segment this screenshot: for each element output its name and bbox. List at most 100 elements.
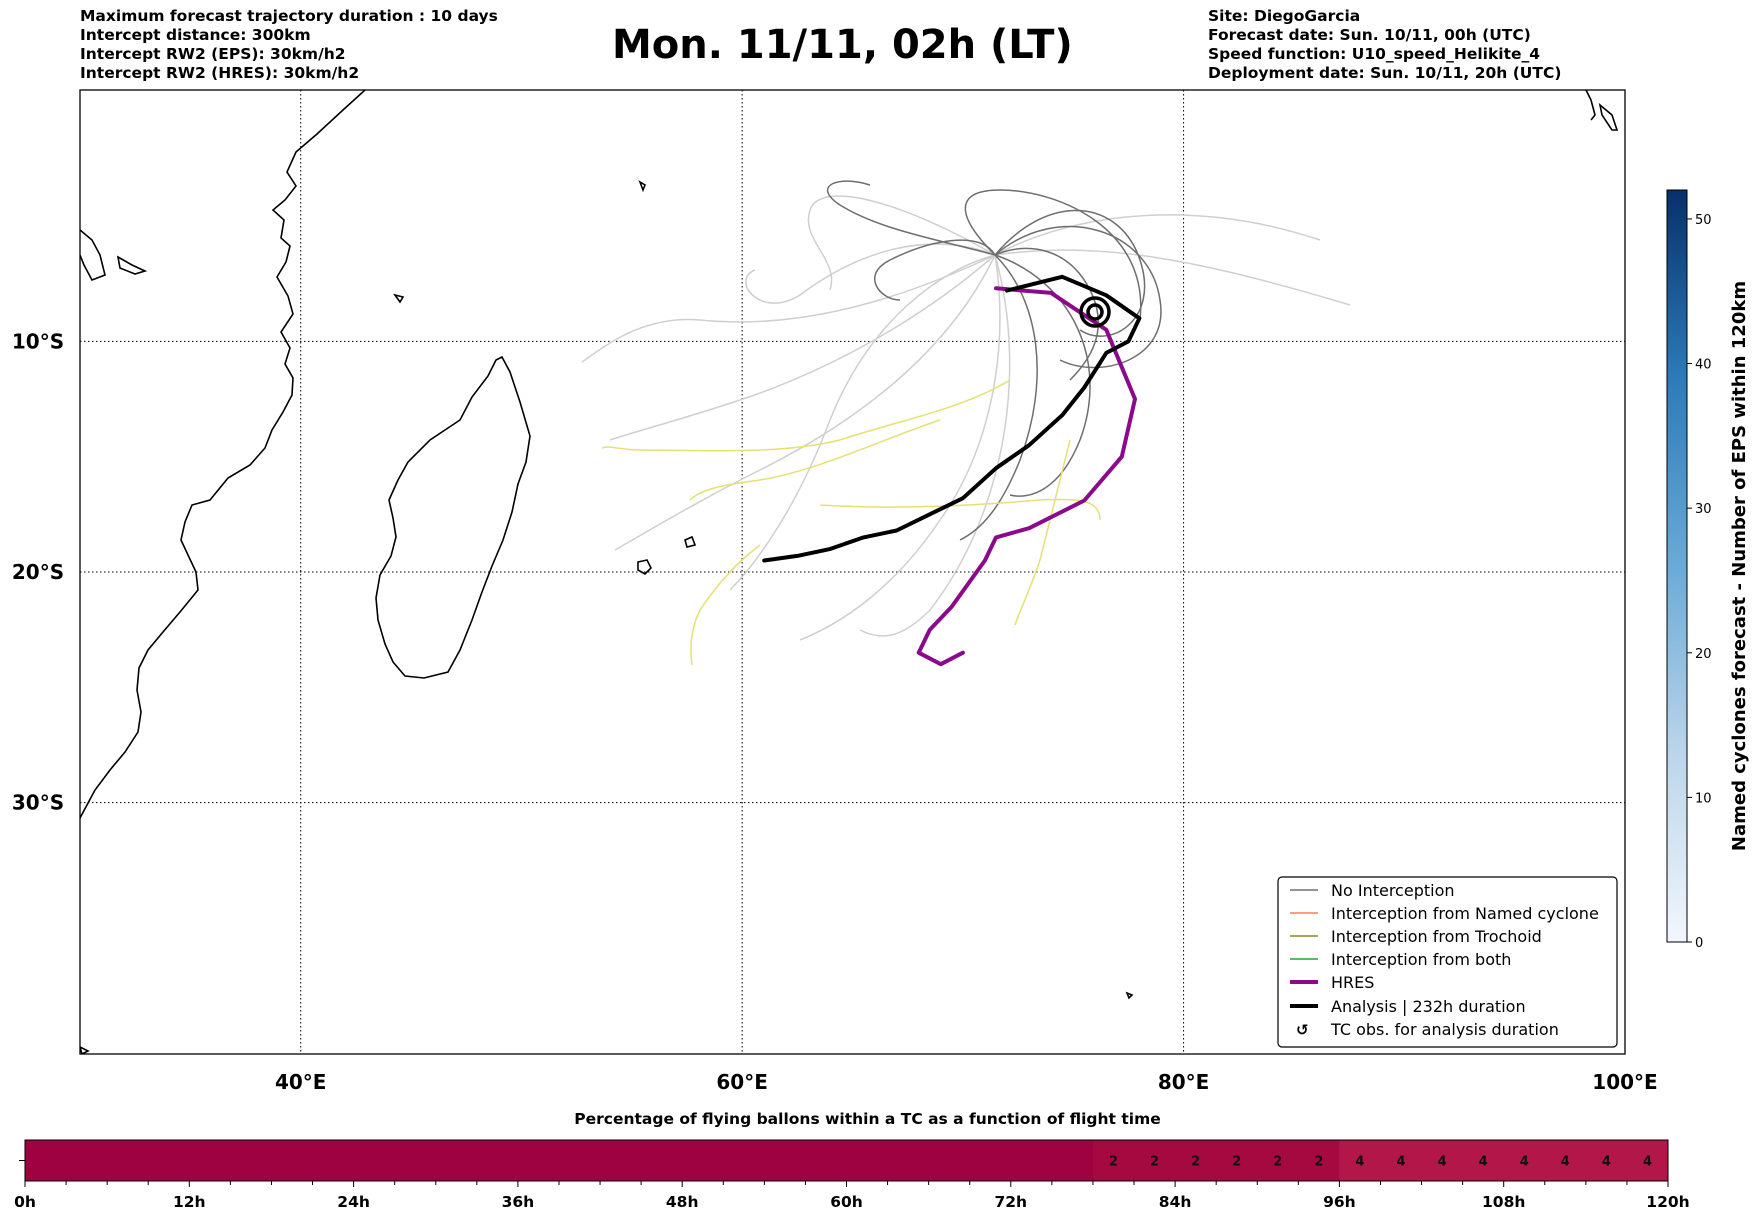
trajectory-line	[826, 180, 996, 256]
strip-cell	[25, 1140, 1094, 1181]
strip-tick-label: 60h	[830, 1193, 863, 1211]
colorbar: 0 10 20 30 40 50 Named cyclones forecast - Nu…	[1666, 189, 1750, 951]
strip-cell-value: 4	[1355, 1155, 1364, 1170]
trajectory-line	[614, 254, 996, 551]
colorbar-tick-label: 40	[1695, 358, 1712, 373]
strip-cell	[1462, 1140, 1505, 1181]
ensemble-trajectories	[581, 180, 1351, 666]
trajectory-line	[994, 254, 1091, 497]
map-tick-labels: 40°E 60°E 80°E 100°E 10°S 20°S 30°S	[12, 329, 1658, 1094]
trajectory-line	[601, 379, 1011, 452]
strip-cell	[1134, 1140, 1176, 1181]
trajectory-line	[745, 243, 996, 304]
strip-cell-value: 4	[1561, 1155, 1570, 1170]
legend: No Interception Interception from Named …	[1277, 876, 1618, 1048]
arabia-tip	[80, 229, 106, 282]
tc-obs-spiral	[1079, 296, 1111, 328]
madagascar-coast	[375, 355, 531, 679]
strip-cell	[1257, 1140, 1299, 1181]
strip-cell	[1339, 1140, 1381, 1181]
strip-tick-label: 72h	[994, 1193, 1027, 1211]
colorbar-tick-label: 50	[1695, 213, 1712, 228]
colorbar-tick-label: 30	[1695, 502, 1712, 517]
socotra-island	[116, 255, 148, 275]
strip-tick-label: 36h	[502, 1193, 535, 1211]
header-left-line: Intercept distance: 300km	[80, 26, 311, 44]
series-layer	[762, 274, 1142, 667]
heard-island	[80, 1046, 90, 1054]
trajectory-line	[807, 195, 996, 291]
trajectory-line	[1014, 439, 1071, 626]
y-tick-label: 20°S	[12, 560, 64, 584]
strip-tick-label: 24h	[337, 1193, 370, 1211]
trajectory-line	[994, 214, 1321, 256]
strip-cell	[1175, 1140, 1217, 1181]
trajectory-line	[959, 254, 1038, 541]
legend-box	[1277, 876, 1618, 1048]
strip-tick-label: 84h	[1159, 1193, 1192, 1211]
legend-label: Interception from Trochoid	[1331, 927, 1542, 946]
strip-cell-value: 4	[1396, 1155, 1405, 1170]
colorbar-label: Named cyclones forecast - Number of EPS …	[1729, 281, 1750, 851]
strip-cell	[1421, 1140, 1464, 1181]
strip-cell	[1298, 1140, 1340, 1181]
strip-cell-value: 4	[1602, 1155, 1611, 1170]
strip-cell-value: 2	[1191, 1155, 1200, 1170]
trajectory-line	[994, 225, 1162, 369]
trajectory-line	[729, 254, 996, 591]
strip-cell-value: 2	[1150, 1155, 1159, 1170]
y-tick-label: 10°S	[12, 329, 64, 353]
header-left-line: Maximum forecast trajectory duration : 1…	[80, 7, 498, 25]
strip-cell-value: 4	[1643, 1155, 1652, 1170]
colorbar-tick-label: 20	[1695, 647, 1712, 662]
strip-tick-label: 12h	[173, 1193, 206, 1211]
strip-cell	[1503, 1140, 1546, 1181]
x-tick-label: 60°E	[716, 1070, 768, 1094]
trajectory-line	[859, 254, 1011, 637]
strip-tick-label: 0h	[14, 1193, 36, 1211]
colorbar-gradient	[1666, 189, 1688, 943]
amsterdam-island	[1125, 991, 1134, 1000]
strip-cell-value: 4	[1520, 1155, 1529, 1170]
header-right-line: Deployment date: Sun. 10/11, 20h (UTC)	[1208, 64, 1562, 82]
colorbar-ticks: 0 10 20 30 40 50	[1687, 213, 1712, 951]
strip-cell-value: 2	[1232, 1155, 1241, 1170]
legend-label: Interception from both	[1331, 950, 1511, 969]
legend-label: HRES	[1331, 973, 1374, 992]
legend-label: No Interception	[1331, 881, 1455, 900]
colorbar-tick-label: 10	[1695, 791, 1712, 806]
header-right-line: Site: DiegoGarcia	[1208, 7, 1361, 25]
analysis-loops	[1079, 296, 1111, 328]
trajectory-line	[799, 254, 1001, 641]
comoros-island	[393, 293, 405, 304]
trajectory-line	[994, 209, 1146, 337]
strip-cell	[1092, 1140, 1135, 1181]
header-left-line: Intercept RW2 (HRES): 30km/h2	[80, 64, 360, 82]
flight-time-strip: 2 2 2 2 2 2 4 4 4 4 4 4 4 4 0h 12h 24h 36h 48h 60h 72h 84h 96h…	[14, 1139, 1690, 1211]
reunion-island	[637, 559, 652, 575]
strip-tick-label: 48h	[666, 1193, 699, 1211]
strip-cell	[1380, 1140, 1423, 1181]
tc-obs-icon: ↺	[1296, 1021, 1309, 1039]
maldives-islands	[1585, 90, 1596, 121]
sumatra-tip	[1598, 102, 1619, 131]
trajectory-line	[581, 254, 996, 363]
strip-cell-value: 2	[1273, 1155, 1282, 1170]
header-right-line: Forecast date: Sun. 10/11, 00h (UTC)	[1208, 26, 1531, 44]
series-line-hres	[916, 286, 1137, 667]
trajectory-line	[994, 249, 1351, 306]
trajectory-line	[819, 498, 1101, 521]
strip-cell	[1216, 1140, 1258, 1181]
strip-tick-label: 120h	[1646, 1193, 1689, 1211]
trajectory-line	[874, 239, 996, 301]
gridlines	[80, 90, 1625, 1054]
series-line-analysis-232h-duration	[762, 274, 1142, 563]
header-right: Site: DiegoGarcia Forecast date: Sun. 10…	[1208, 7, 1561, 83]
legend-label: TC obs. for analysis duration	[1330, 1020, 1559, 1039]
page-title: Mon. 11/11, 02h (LT)	[612, 22, 1073, 68]
strip-cell	[1544, 1140, 1587, 1181]
strip-cell-value: 2	[1314, 1155, 1323, 1170]
strip-cell	[1626, 1140, 1669, 1181]
trajectory-line	[689, 419, 941, 501]
